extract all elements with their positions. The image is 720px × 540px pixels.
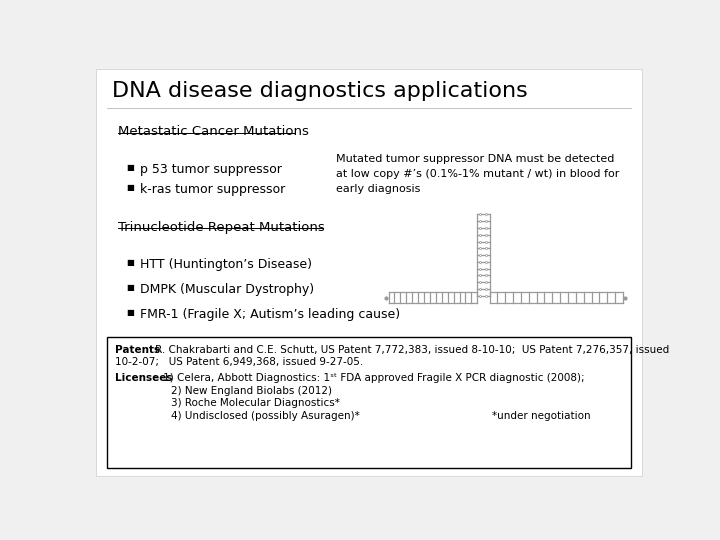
- Text: DMPK (Muscular Dystrophy): DMPK (Muscular Dystrophy): [140, 283, 315, 296]
- Text: Trinucleotide Repeat Mutations: Trinucleotide Repeat Mutations: [118, 221, 325, 234]
- Text: :  1) Celera, Abbott Diagnostics: 1ˢᵗ FDA approved Fragile X PCR diagnostic (200: : 1) Celera, Abbott Diagnostics: 1ˢᵗ FDA…: [153, 373, 585, 383]
- Text: ■: ■: [126, 308, 134, 317]
- Text: 2) New England Biolabs (2012): 2) New England Biolabs (2012): [171, 386, 332, 396]
- Text: FMR-1 (Fragile X; Autism’s leading cause): FMR-1 (Fragile X; Autism’s leading cause…: [140, 308, 400, 321]
- FancyBboxPatch shape: [107, 337, 631, 468]
- FancyBboxPatch shape: [96, 69, 642, 476]
- Text: ■: ■: [126, 163, 134, 172]
- Text: k-ras tumor suppressor: k-ras tumor suppressor: [140, 183, 285, 197]
- Text: 10-2-07;   US Patent 6,949,368, issued 9-27-05.: 10-2-07; US Patent 6,949,368, issued 9-2…: [115, 357, 364, 367]
- Text: Metastatic Cancer Mutations: Metastatic Cancer Mutations: [118, 125, 309, 138]
- Text: :  R. Chakrabarti and C.E. Schutt, US Patent 7,772,383, issued 8-10-10;  US Pate: : R. Chakrabarti and C.E. Schutt, US Pat…: [145, 346, 669, 355]
- Text: Mutated tumor suppressor DNA must be detected
at low copy #’s (0.1%-1% mutant / : Mutated tumor suppressor DNA must be det…: [336, 154, 619, 194]
- Text: ■: ■: [126, 258, 134, 267]
- Text: DNA disease diagnostics applications: DNA disease diagnostics applications: [112, 82, 528, 102]
- Text: *under negotiation: *under negotiation: [492, 411, 590, 421]
- Text: ■: ■: [126, 183, 134, 192]
- Text: 3) Roche Molecular Diagnostics*: 3) Roche Molecular Diagnostics*: [171, 399, 340, 408]
- Text: HTT (Huntington’s Disease): HTT (Huntington’s Disease): [140, 258, 312, 271]
- Text: p 53 tumor suppressor: p 53 tumor suppressor: [140, 163, 282, 176]
- Text: Licensees: Licensees: [115, 373, 173, 383]
- Text: ■: ■: [126, 283, 134, 292]
- Text: 4) Undisclosed (possibly Asuragen)*: 4) Undisclosed (possibly Asuragen)*: [171, 411, 360, 421]
- Text: Patents: Patents: [115, 346, 161, 355]
